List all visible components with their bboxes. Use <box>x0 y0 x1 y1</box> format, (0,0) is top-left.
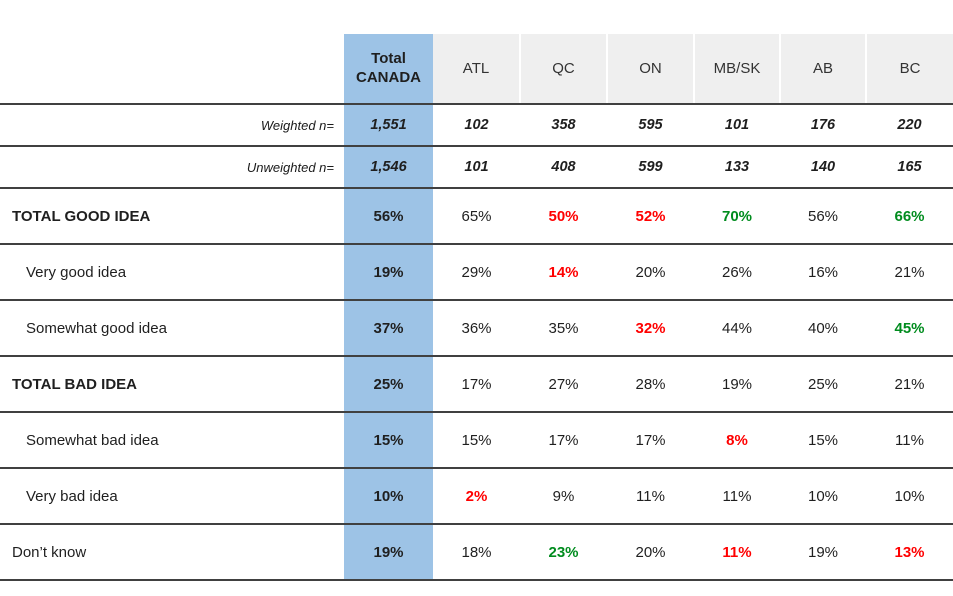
value-cell: 10% <box>866 468 953 525</box>
value-cell: 9% <box>520 468 607 525</box>
value-cell: 16% <box>780 244 866 301</box>
value-cell: 20% <box>607 524 694 581</box>
regional-crosstab-table: Total CANADA ATL QC ON MB/SK AB BC Weigh… <box>0 34 953 581</box>
value-cell: 8% <box>694 412 780 469</box>
n-value-cell: 408 <box>520 146 607 189</box>
row-label: TOTAL GOOD IDEA <box>0 188 344 245</box>
n-value-cell: 1,551 <box>344 104 433 147</box>
table-row-total-bad-idea: TOTAL BAD IDEA 25% 17% 27% 28% 19% 25% 2… <box>0 356 953 413</box>
n-value-cell: 1,546 <box>344 146 433 189</box>
value-cell: 35% <box>520 300 607 357</box>
value-cell: 32% <box>607 300 694 357</box>
n-value-cell: 599 <box>607 146 694 189</box>
n-value-cell: 101 <box>694 104 780 147</box>
value-cell: 15% <box>344 412 433 469</box>
column-header-bc: BC <box>865 34 953 105</box>
table-row-total-good-idea: TOTAL GOOD IDEA 56% 65% 50% 52% 70% 56% … <box>0 188 953 245</box>
n-value-cell: 595 <box>607 104 694 147</box>
value-cell: 44% <box>694 300 780 357</box>
row-label: Unweighted n= <box>0 146 344 189</box>
row-label: Very bad idea <box>0 468 344 525</box>
value-cell: 15% <box>433 412 520 469</box>
unweighted-n-row: Unweighted n= 1,546 101 408 599 133 140 … <box>0 146 953 189</box>
table-row-somewhat-bad-idea: Somewhat bad idea 15% 15% 17% 17% 8% 15%… <box>0 412 953 469</box>
value-cell: 15% <box>780 412 866 469</box>
value-cell: 19% <box>344 244 433 301</box>
value-cell: 18% <box>433 524 520 581</box>
value-cell: 56% <box>780 188 866 245</box>
value-cell: 36% <box>433 300 520 357</box>
value-cell: 13% <box>866 524 953 581</box>
value-cell: 19% <box>780 524 866 581</box>
row-label-column-header <box>0 34 344 105</box>
n-value-cell: 176 <box>780 104 866 147</box>
value-cell: 65% <box>433 188 520 245</box>
row-label: Somewhat good idea <box>0 300 344 357</box>
row-label: Somewhat bad idea <box>0 412 344 469</box>
value-cell: 40% <box>780 300 866 357</box>
value-cell: 66% <box>866 188 953 245</box>
value-cell: 52% <box>607 188 694 245</box>
row-label: Very good idea <box>0 244 344 301</box>
value-cell: 17% <box>433 356 520 413</box>
value-cell: 10% <box>344 468 433 525</box>
value-cell: 29% <box>433 244 520 301</box>
value-cell: 25% <box>780 356 866 413</box>
column-header-atl: ATL <box>433 34 520 105</box>
row-label: Weighted n= <box>0 104 344 147</box>
value-cell: 45% <box>866 300 953 357</box>
column-header-qc: QC <box>519 34 607 105</box>
n-value-cell: 140 <box>780 146 866 189</box>
value-cell: 23% <box>520 524 607 581</box>
value-cell: 20% <box>607 244 694 301</box>
value-cell: 27% <box>520 356 607 413</box>
value-cell: 14% <box>520 244 607 301</box>
value-cell: 2% <box>433 468 520 525</box>
value-cell: 70% <box>694 188 780 245</box>
value-cell: 21% <box>866 244 953 301</box>
n-value-cell: 133 <box>694 146 780 189</box>
value-cell: 19% <box>344 524 433 581</box>
value-cell: 11% <box>694 524 780 581</box>
weighted-n-row: Weighted n= 1,551 102 358 595 101 176 22… <box>0 104 953 147</box>
header-row: Total CANADA ATL QC ON MB/SK AB BC <box>0 34 953 105</box>
n-value-cell: 102 <box>433 104 520 147</box>
column-header-mbsk: MB/SK <box>693 34 780 105</box>
table-row-dont-know: Don’t know 19% 18% 23% 20% 11% 19% 13% <box>0 524 953 581</box>
table-row-very-bad-idea: Very bad idea 10% 2% 9% 11% 11% 10% 10% <box>0 468 953 525</box>
n-value-cell: 220 <box>866 104 953 147</box>
value-cell: 28% <box>607 356 694 413</box>
value-cell: 26% <box>694 244 780 301</box>
value-cell: 11% <box>866 412 953 469</box>
table-row-very-good-idea: Very good idea 19% 29% 14% 20% 26% 16% 2… <box>0 244 953 301</box>
column-header-on: ON <box>606 34 694 105</box>
table-row-somewhat-good-idea: Somewhat good idea 37% 36% 35% 32% 44% 4… <box>0 300 953 357</box>
value-cell: 17% <box>520 412 607 469</box>
value-cell: 19% <box>694 356 780 413</box>
value-cell: 25% <box>344 356 433 413</box>
column-header-total-canada: Total CANADA <box>344 34 433 105</box>
value-cell: 56% <box>344 188 433 245</box>
value-cell: 21% <box>866 356 953 413</box>
value-cell: 17% <box>607 412 694 469</box>
column-header-ab: AB <box>779 34 866 105</box>
n-value-cell: 101 <box>433 146 520 189</box>
value-cell: 11% <box>694 468 780 525</box>
value-cell: 10% <box>780 468 866 525</box>
n-value-cell: 165 <box>866 146 953 189</box>
row-label: TOTAL BAD IDEA <box>0 356 344 413</box>
value-cell: 37% <box>344 300 433 357</box>
row-label: Don’t know <box>0 524 344 581</box>
n-value-cell: 358 <box>520 104 607 147</box>
value-cell: 50% <box>520 188 607 245</box>
value-cell: 11% <box>607 468 694 525</box>
